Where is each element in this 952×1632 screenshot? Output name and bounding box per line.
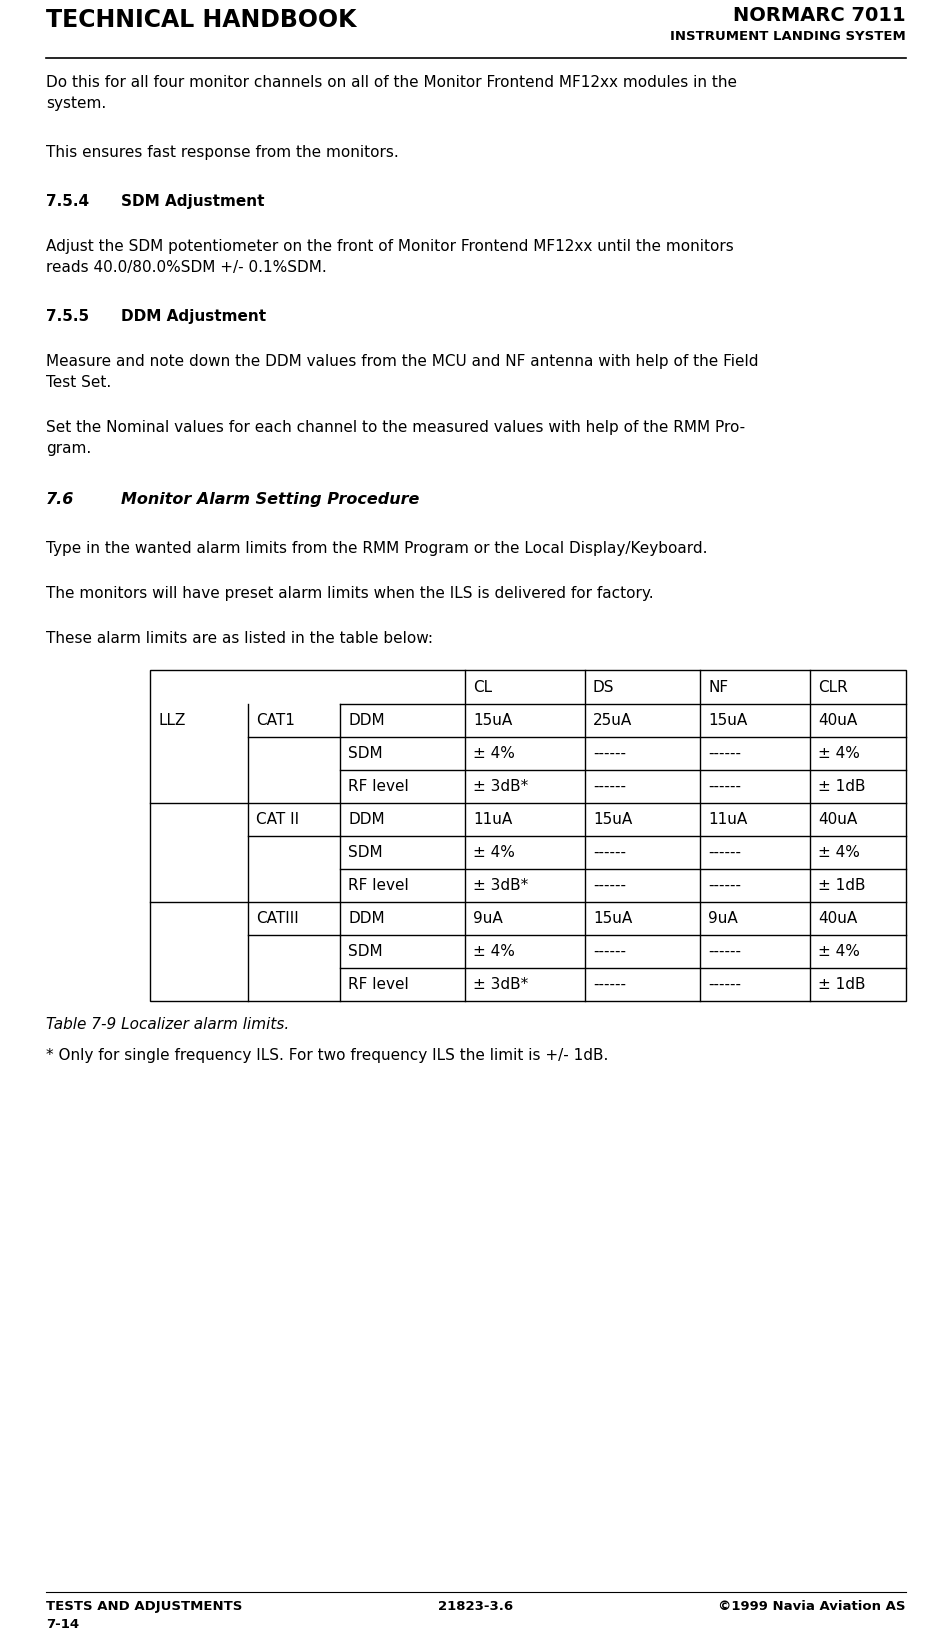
Text: ©1999 Navia Aviation AS: ©1999 Navia Aviation AS bbox=[719, 1599, 906, 1612]
Text: ± 3dB*: ± 3dB* bbox=[473, 778, 528, 795]
Text: ± 4%: ± 4% bbox=[818, 746, 860, 761]
Text: 40uA: 40uA bbox=[818, 813, 857, 827]
Text: The monitors will have preset alarm limits when the ILS is delivered for factory: The monitors will have preset alarm limi… bbox=[46, 586, 654, 601]
Text: Measure and note down the DDM values from the MCU and NF antenna with help of th: Measure and note down the DDM values fro… bbox=[46, 354, 759, 369]
Text: 7.5.5: 7.5.5 bbox=[46, 308, 89, 325]
Text: Table 7-9 Localizer alarm limits.: Table 7-9 Localizer alarm limits. bbox=[46, 1017, 289, 1031]
Text: RF level: RF level bbox=[348, 878, 408, 893]
Text: ------: ------ bbox=[708, 878, 741, 893]
Text: ± 4%: ± 4% bbox=[818, 943, 860, 960]
Text: ------: ------ bbox=[708, 778, 741, 795]
Text: RF level: RF level bbox=[348, 978, 408, 992]
Text: SDM: SDM bbox=[348, 746, 383, 761]
Text: ± 4%: ± 4% bbox=[473, 943, 515, 960]
Text: DDM: DDM bbox=[348, 911, 385, 925]
Text: ------: ------ bbox=[593, 778, 626, 795]
Text: DDM Adjustment: DDM Adjustment bbox=[121, 308, 267, 325]
Text: ------: ------ bbox=[708, 845, 741, 860]
Text: ------: ------ bbox=[593, 943, 626, 960]
Text: NF: NF bbox=[708, 679, 728, 695]
Text: CL: CL bbox=[473, 679, 492, 695]
Text: SDM: SDM bbox=[348, 845, 383, 860]
Text: ± 4%: ± 4% bbox=[473, 746, 515, 761]
Text: CAT1: CAT1 bbox=[256, 713, 295, 728]
Text: gram.: gram. bbox=[46, 441, 91, 455]
Text: Adjust the SDM potentiometer on the front of Monitor Frontend MF12xx until the m: Adjust the SDM potentiometer on the fron… bbox=[46, 238, 734, 255]
Text: ------: ------ bbox=[593, 746, 626, 761]
Text: ± 1dB: ± 1dB bbox=[818, 978, 865, 992]
Text: DDM: DDM bbox=[348, 713, 385, 728]
Text: SDM: SDM bbox=[348, 943, 383, 960]
Text: ------: ------ bbox=[593, 878, 626, 893]
Text: * Only for single frequency ILS. For two frequency ILS the limit is +/- 1dB.: * Only for single frequency ILS. For two… bbox=[46, 1048, 608, 1062]
Text: Set the Nominal values for each channel to the measured values with help of the : Set the Nominal values for each channel … bbox=[46, 419, 745, 436]
Text: CLR: CLR bbox=[818, 679, 847, 695]
Text: ± 1dB: ± 1dB bbox=[818, 778, 865, 795]
Text: DS: DS bbox=[593, 679, 614, 695]
Text: 9uA: 9uA bbox=[708, 911, 738, 925]
Text: Test Set.: Test Set. bbox=[46, 375, 111, 390]
Text: This ensures fast response from the monitors.: This ensures fast response from the moni… bbox=[46, 145, 399, 160]
Text: 7.6: 7.6 bbox=[46, 491, 74, 508]
Text: ± 1dB: ± 1dB bbox=[818, 878, 865, 893]
Text: ------: ------ bbox=[593, 978, 626, 992]
Text: ± 3dB*: ± 3dB* bbox=[473, 878, 528, 893]
Text: Type in the wanted alarm limits from the RMM Program or the Local Display/Keyboa: Type in the wanted alarm limits from the… bbox=[46, 540, 707, 557]
Text: 40uA: 40uA bbox=[818, 911, 857, 925]
Text: reads 40.0/80.0%SDM +/- 0.1%SDM.: reads 40.0/80.0%SDM +/- 0.1%SDM. bbox=[46, 259, 327, 276]
Bar bbox=[150, 671, 906, 1000]
Text: TESTS AND ADJUSTMENTS: TESTS AND ADJUSTMENTS bbox=[46, 1599, 243, 1612]
Text: ------: ------ bbox=[708, 746, 741, 761]
Text: ------: ------ bbox=[708, 978, 741, 992]
Text: DDM: DDM bbox=[348, 813, 385, 827]
Text: 7-14: 7-14 bbox=[46, 1617, 79, 1630]
Text: TECHNICAL HANDBOOK: TECHNICAL HANDBOOK bbox=[46, 8, 356, 33]
Text: Do this for all four monitor channels on all of the Monitor Frontend MF12xx modu: Do this for all four monitor channels on… bbox=[46, 75, 737, 90]
Text: 40uA: 40uA bbox=[818, 713, 857, 728]
Text: ------: ------ bbox=[708, 943, 741, 960]
Text: RF level: RF level bbox=[348, 778, 408, 795]
Text: 11uA: 11uA bbox=[708, 813, 747, 827]
Text: 21823-3.6: 21823-3.6 bbox=[439, 1599, 513, 1612]
Text: INSTRUMENT LANDING SYSTEM: INSTRUMENT LANDING SYSTEM bbox=[670, 29, 906, 42]
Text: 25uA: 25uA bbox=[593, 713, 632, 728]
Text: CATIII: CATIII bbox=[256, 911, 299, 925]
Text: These alarm limits are as listed in the table below:: These alarm limits are as listed in the … bbox=[46, 632, 433, 646]
Text: SDM Adjustment: SDM Adjustment bbox=[121, 194, 265, 209]
Text: NORMARC 7011: NORMARC 7011 bbox=[733, 7, 906, 24]
Text: ± 4%: ± 4% bbox=[473, 845, 515, 860]
Text: 15uA: 15uA bbox=[593, 911, 632, 925]
Text: ------: ------ bbox=[593, 845, 626, 860]
Text: ± 3dB*: ± 3dB* bbox=[473, 978, 528, 992]
Text: 15uA: 15uA bbox=[473, 713, 512, 728]
Text: 7.5.4: 7.5.4 bbox=[46, 194, 89, 209]
Text: 11uA: 11uA bbox=[473, 813, 512, 827]
Text: CAT II: CAT II bbox=[256, 813, 299, 827]
Text: 9uA: 9uA bbox=[473, 911, 503, 925]
Text: 15uA: 15uA bbox=[708, 713, 747, 728]
Text: Monitor Alarm Setting Procedure: Monitor Alarm Setting Procedure bbox=[121, 491, 420, 508]
Text: LLZ: LLZ bbox=[158, 713, 186, 728]
Text: ± 4%: ± 4% bbox=[818, 845, 860, 860]
Text: 15uA: 15uA bbox=[593, 813, 632, 827]
Text: system.: system. bbox=[46, 96, 107, 111]
